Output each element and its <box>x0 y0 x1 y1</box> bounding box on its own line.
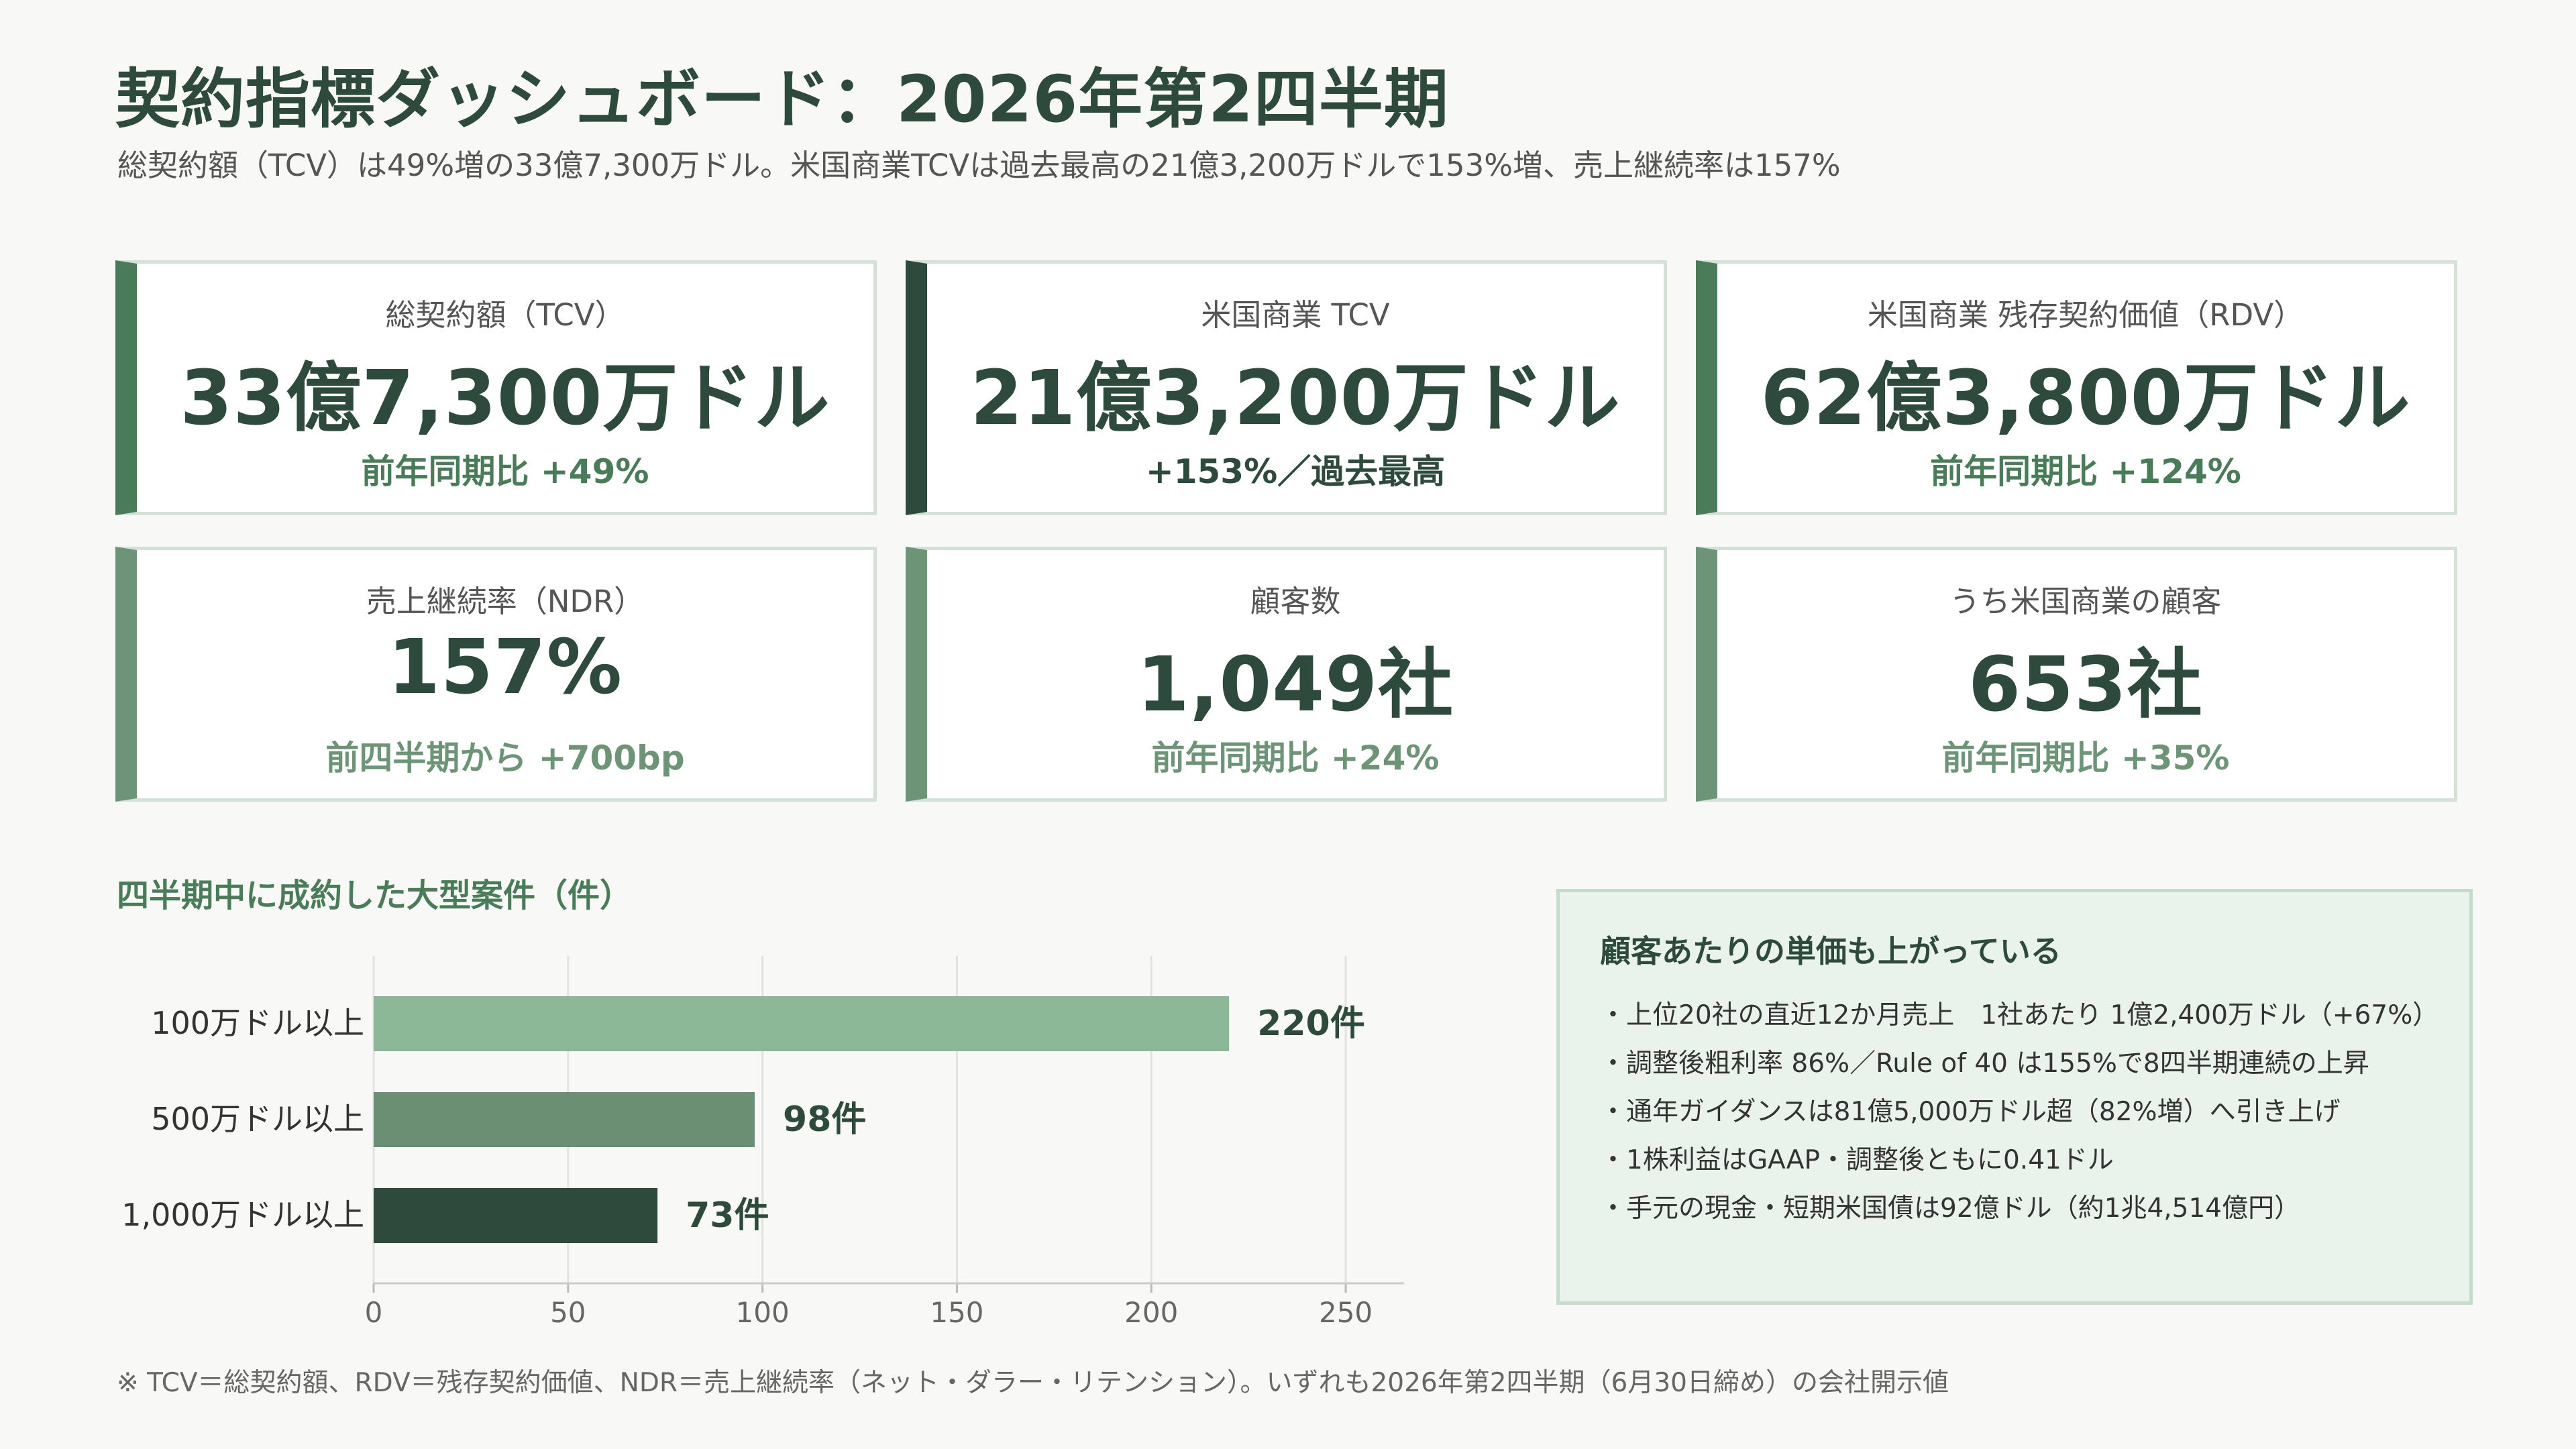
kpi-delta: 前年同期比 +24% <box>1151 739 1440 777</box>
kpi-label: 総契約額（TCV） <box>385 297 625 333</box>
kpi-label: 顧客数 <box>1250 584 1341 619</box>
kpi-label: 米国商業 残存契約価値（RDV） <box>1867 297 2304 333</box>
kpi-delta: 前年同期比 +124% <box>1930 452 2241 491</box>
kpi-delta: 前四半期から +700bp <box>325 739 685 777</box>
x-tick-label: 0 <box>365 1296 383 1329</box>
kpi-value: 653社 <box>1968 641 2203 729</box>
category-label: 500万ドル以上 <box>151 1101 364 1137</box>
x-tick-label: 150 <box>930 1296 983 1329</box>
kpi-delta: 前年同期比 +35% <box>1941 739 2230 777</box>
kpi-card-us-commercial-tcv: 米国商業 TCV 21億3,200万ドル +153%／過去最高 <box>906 260 1667 515</box>
kpi-card-ndr: 売上継続率（NDR） 157% 前四半期から +700bp <box>115 547 877 802</box>
bar <box>374 996 1230 1051</box>
insight-panel: 顧客あたりの単価も上がっている ・上位20社の直近12か月売上 1社あたり 1億… <box>1556 889 2473 1305</box>
category-label: 100万ドル以上 <box>151 1005 364 1041</box>
x-tick-label: 200 <box>1124 1296 1178 1329</box>
footnote: ※ TCV＝総契約額、RDV＝残存契約価値、NDR＝売上継続率（ネット・ダラー・… <box>117 1368 1949 1398</box>
kpi-value: 1,049社 <box>1136 641 1454 729</box>
x-tick-label: 50 <box>550 1296 586 1329</box>
category-label: 1,000万ドル以上 <box>121 1197 364 1233</box>
data-label: 98件 <box>783 1099 866 1140</box>
kpi-card-tcv: 総契約額（TCV） 33億7,300万ドル 前年同期比 +49% <box>115 260 877 515</box>
kpi-card-customers: 顧客数 1,049社 前年同期比 +24% <box>906 547 1667 802</box>
page-subtitle: 総契約額（TCV）は49%増の33億7,300万ドル。米国商業TCVは過去最高の… <box>117 148 1841 183</box>
data-label: 73件 <box>686 1195 769 1236</box>
data-label: 220件 <box>1257 1004 1365 1044</box>
insight-item: ・1株利益はGAAP・調整後ともに0.41ドル <box>1600 1145 2114 1175</box>
bar <box>374 1092 755 1147</box>
insight-item: ・上位20社の直近12か月売上 1社あたり 1億2,400万ドル（+67%） <box>1600 1000 2439 1030</box>
kpi-card-us-commercial-customers: うち米国商業の顧客 653社 前年同期比 +35% <box>1696 547 2457 802</box>
kpi-value: 33億7,300万ドル <box>180 355 830 442</box>
insight-title: 顧客あたりの単価も上がっている <box>1600 933 2061 969</box>
insight-item: ・手元の現金・短期米国債は92億ドル（約1兆4,514億円） <box>1600 1193 2301 1224</box>
insight-item: ・調整後粗利率 86%／Rule of 40 は155%で8四半期連続の上昇 <box>1600 1049 2369 1079</box>
kpi-value: 21億3,200万ドル <box>970 355 1621 442</box>
kpi-label: 米国商業 TCV <box>1201 297 1390 333</box>
kpi-value: 157% <box>387 624 623 711</box>
kpi-card-rdv: 米国商業 残存契約価値（RDV） 62億3,800万ドル 前年同期比 +124% <box>1696 260 2457 515</box>
kpi-value: 62億3,800万ドル <box>1760 355 2411 442</box>
bar <box>374 1188 658 1243</box>
chart-title: 四半期中に成約した大型案件（件） <box>117 877 633 914</box>
kpi-delta: +153%／過去最高 <box>1145 452 1446 491</box>
kpi-delta: 前年同期比 +49% <box>361 452 649 491</box>
x-tick-label: 250 <box>1319 1296 1373 1329</box>
kpi-label: うち米国商業の顧客 <box>1949 584 2222 619</box>
large-deals-bar-chart: 0 50 100 150 200 250 100万ドル以上 220件 500万ドル以上 98件 1,… <box>121 956 1404 1329</box>
kpi-label: 売上継続率（NDR） <box>366 584 645 619</box>
page-title: 契約指標ダッシュボード：2026年第2四半期 <box>115 62 1449 137</box>
insight-item: ・通年ガイダンスは81億5,000万ドル超（82%増）へ引き上げ <box>1600 1097 2341 1127</box>
x-tick-label: 100 <box>736 1296 790 1329</box>
